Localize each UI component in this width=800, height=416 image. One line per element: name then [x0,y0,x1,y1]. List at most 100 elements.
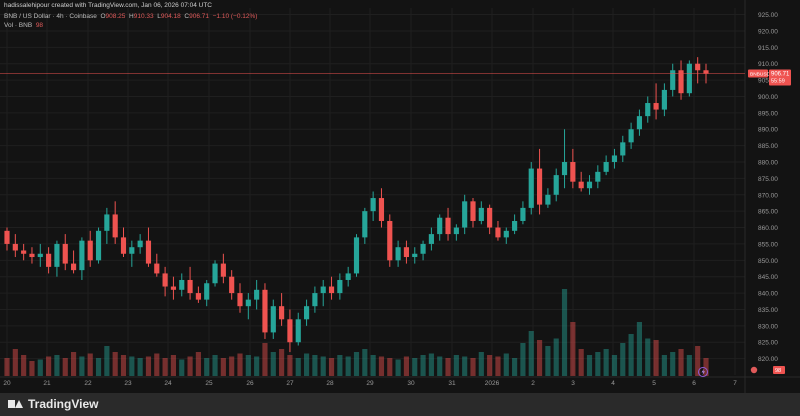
candle-body[interactable] [204,283,210,300]
candle-body[interactable] [586,181,593,189]
candle-body[interactable] [412,253,418,258]
candle-body[interactable] [420,243,426,254]
candle-body[interactable] [212,263,218,284]
candle-body[interactable] [70,263,77,271]
candle-body[interactable] [595,171,601,182]
candle-body[interactable] [512,220,518,231]
candle-body[interactable] [320,286,326,294]
candle-body[interactable] [187,279,193,294]
candle-body[interactable] [387,220,393,261]
candle-body[interactable] [46,253,52,267]
candle-body[interactable] [29,253,35,258]
candle-body[interactable] [4,230,10,244]
candle-body[interactable] [528,168,534,208]
candle-body[interactable] [703,70,709,74]
lightning-icon[interactable] [698,367,708,377]
candle-body[interactable] [686,63,692,94]
candle-body[interactable] [636,116,643,130]
candle-body[interactable] [503,230,509,238]
candle-body[interactable] [95,230,102,261]
candle-body[interactable] [478,207,484,221]
volume-bar [686,355,692,376]
candle-body[interactable] [337,279,343,294]
candle-body[interactable] [487,207,493,228]
candle-body[interactable] [395,247,401,261]
candle-body[interactable] [312,293,318,307]
candle-body[interactable] [120,237,127,254]
candle-body[interactable] [162,273,168,287]
time-tick-label: 28 [326,380,334,387]
candle-body[interactable] [262,289,268,333]
candle-body[interactable] [453,227,459,235]
candle-body[interactable] [37,253,43,258]
candle-body[interactable] [561,162,568,176]
candle-body[interactable] [270,306,276,333]
candle-body[interactable] [245,299,251,307]
candle-body[interactable] [137,240,143,248]
candle-body[interactable] [279,306,285,320]
candle-body[interactable] [570,162,576,182]
time-tick-label: 5 [652,380,656,387]
candle-body[interactable] [553,175,559,195]
volume-bar [145,356,152,376]
candle-body[interactable] [353,237,360,274]
candle-body[interactable] [104,214,110,231]
candle-body[interactable] [661,89,667,110]
candle-body[interactable] [303,306,310,320]
candle-body[interactable] [536,168,543,205]
candle-body[interactable] [645,103,651,117]
candle-body[interactable] [628,129,634,143]
candle-body[interactable] [237,293,243,307]
candle-body[interactable] [220,263,226,277]
candle-body[interactable] [129,247,135,254]
candle-body[interactable] [154,263,160,274]
candle-body[interactable] [378,198,385,221]
volume-bar [137,358,143,376]
volume-bar [462,356,468,376]
tradingview-brand[interactable]: TradingView [8,397,98,411]
candle-body[interactable] [254,289,260,300]
candle-body[interactable] [145,240,152,264]
candle-body[interactable] [229,276,235,294]
footer-bar: TradingView [0,393,800,416]
candle-body[interactable] [603,162,609,172]
candle-body[interactable] [611,155,618,163]
candle-body[interactable] [545,194,551,205]
candle-body[interactable] [653,103,659,110]
time-tick-label: 24 [164,380,172,387]
candle-body[interactable] [195,293,201,300]
candle-body[interactable] [328,286,335,294]
candle-body[interactable] [520,207,526,221]
candle-body[interactable] [620,142,626,156]
candle-body[interactable] [362,211,368,238]
candle-body[interactable] [345,273,351,280]
candle-body[interactable] [21,250,27,254]
candle-body[interactable] [695,63,701,71]
candle-body[interactable] [87,240,93,261]
candle-body[interactable] [670,70,676,90]
price-tick-label: 890.00 [758,127,778,134]
chart-area[interactable]: 925.00 920.00 915.00 910.00 905.00 900.00 895.… [0,0,800,393]
candle-body[interactable] [445,217,451,235]
candle-body[interactable] [495,227,501,238]
candle-body[interactable] [403,247,410,258]
candle-body[interactable] [462,201,468,228]
gear-icon[interactable] [750,366,758,374]
candle-body[interactable] [287,319,293,343]
candle-body[interactable] [370,198,376,212]
candle-body[interactable] [54,243,60,267]
candle-body[interactable] [678,70,684,94]
candle-body[interactable] [179,279,185,290]
price-tick-label: 920.00 [758,28,778,35]
candle-body[interactable] [112,214,118,238]
candle-body[interactable] [295,319,301,343]
candle-body[interactable] [79,240,85,271]
candle-body[interactable] [437,217,443,235]
candle-body[interactable] [170,286,177,290]
candlestick-chart[interactable]: 925.00 920.00 915.00 910.00 905.00 900.00 895.… [0,0,800,393]
candle-body[interactable] [62,243,68,264]
candle-body[interactable] [578,181,584,189]
candle-body[interactable] [428,234,434,244]
candle-body[interactable] [12,243,18,251]
candle-body[interactable] [470,201,476,221]
